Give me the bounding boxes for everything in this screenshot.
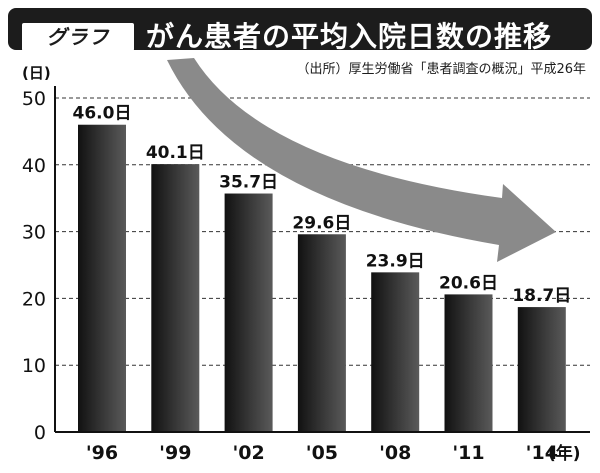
data-label: 18.7日: [512, 286, 571, 306]
bar: [297, 234, 346, 432]
title-bar: グラフ がん患者の平均入院日数の推移: [8, 8, 592, 53]
bar: [517, 307, 566, 432]
bar: [444, 294, 493, 432]
x-tick-label: '14: [526, 442, 558, 464]
bar: [371, 272, 420, 432]
data-label: 40.1日: [146, 143, 205, 163]
y-tick-label: 40: [22, 155, 46, 177]
x-axis-unit-label: (年): [548, 443, 581, 464]
y-tick-label: 10: [22, 355, 46, 377]
data-label: 46.0日: [73, 104, 132, 124]
x-tick-label: '05: [306, 442, 338, 464]
bar: [78, 124, 126, 432]
data-label: 23.9日: [366, 251, 425, 271]
y-tick-label: 30: [22, 222, 46, 244]
data-label: 20.6日: [439, 273, 498, 293]
y-tick-label: 50: [22, 88, 46, 110]
title-badge: グラフ: [22, 23, 134, 51]
x-tick-label: '11: [452, 442, 484, 464]
bar: [151, 164, 200, 432]
x-tick-label: '02: [232, 442, 264, 464]
y-axis-unit-label: (日): [22, 64, 51, 82]
source-note: （出所）厚生労働省「患者調査の概況」平成26年: [296, 62, 586, 77]
y-tick-label: 0: [34, 422, 46, 444]
bar: [224, 193, 273, 432]
y-tick-label: 20: [22, 288, 46, 310]
x-tick-label: '99: [159, 442, 191, 464]
x-tick-label: '96: [86, 442, 118, 464]
data-label: 35.7日: [219, 173, 278, 193]
trend-arrow: [167, 58, 556, 262]
chart-title: がん患者の平均入院日数の推移: [146, 20, 553, 53]
x-tick-label: '08: [379, 442, 411, 464]
data-label: 29.6日: [292, 213, 351, 233]
